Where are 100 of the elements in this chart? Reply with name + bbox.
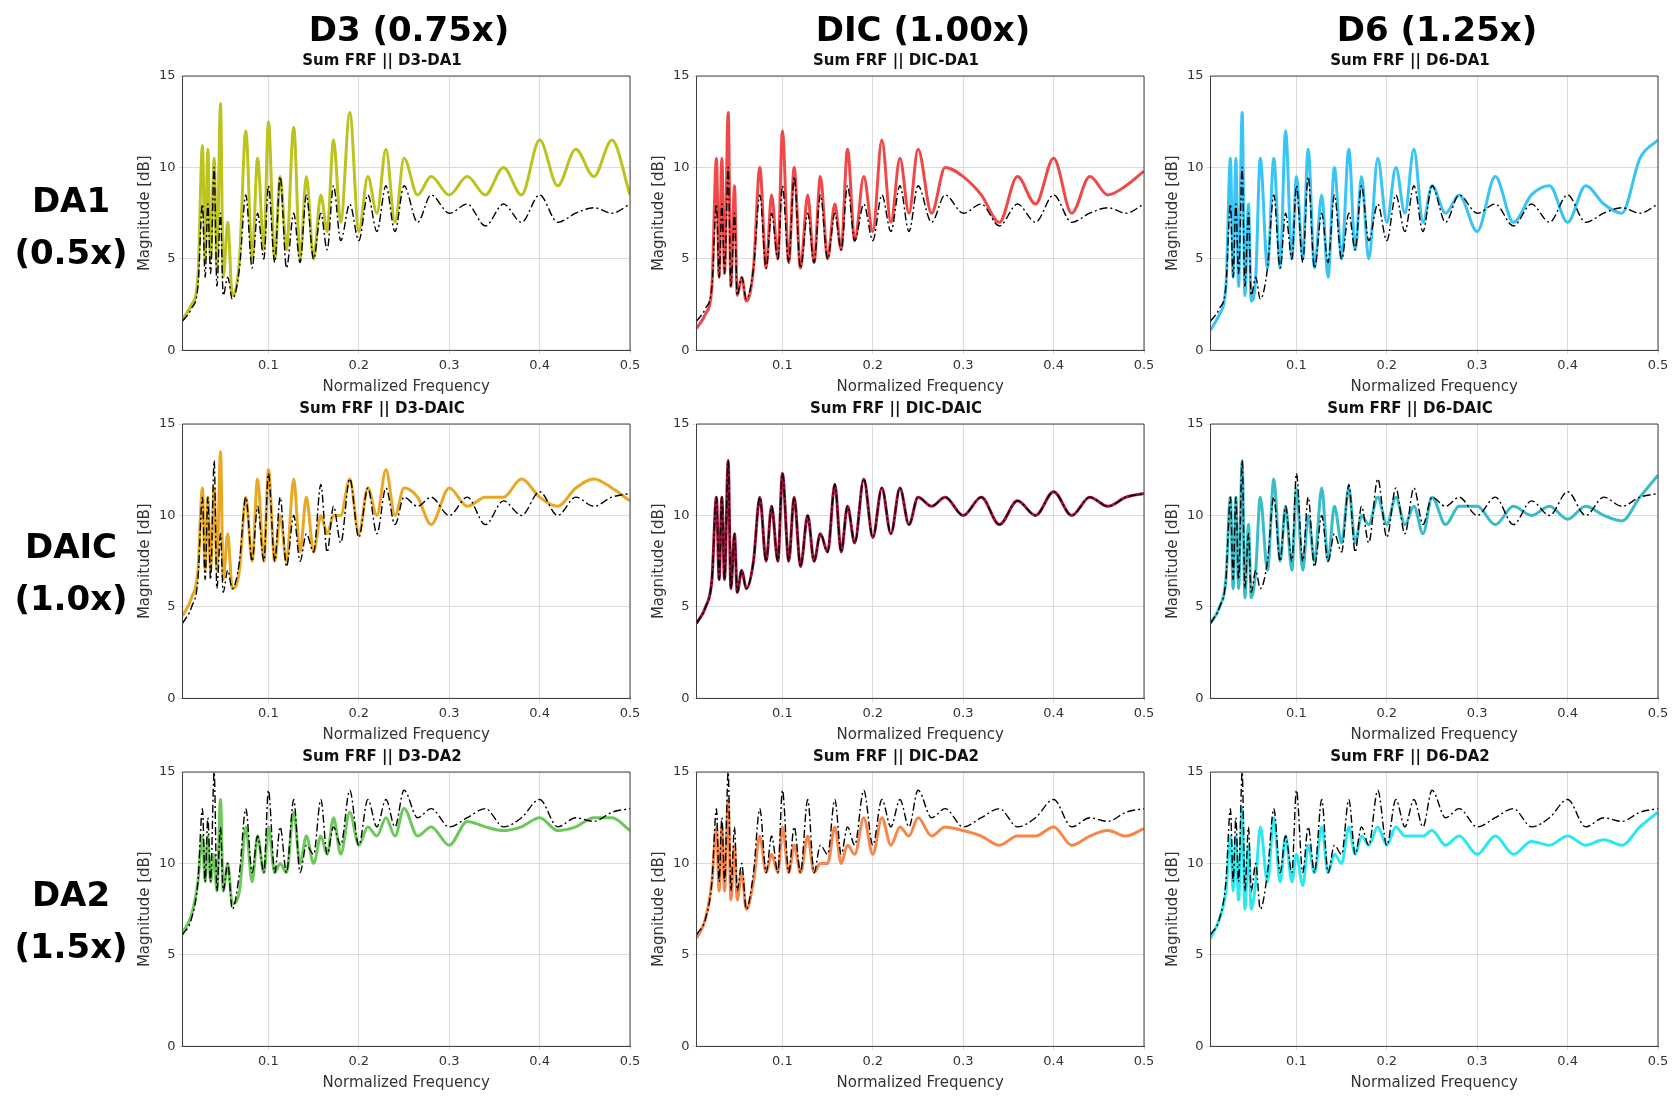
y-tick-label: 10 bbox=[673, 854, 690, 870]
x-tick-label: 0.1 bbox=[772, 1052, 793, 1068]
y-tick-label: 15 bbox=[673, 67, 690, 83]
x-axis-title: Normalized Frequency bbox=[1350, 376, 1519, 395]
y-tick-label: 5 bbox=[1195, 598, 1204, 614]
y-tick-label: 5 bbox=[167, 598, 176, 614]
x-tick-label: 0.4 bbox=[1557, 704, 1578, 720]
x-tick-label: 0.1 bbox=[1286, 356, 1307, 372]
x-axis-title: Normalized Frequency bbox=[836, 376, 1005, 395]
y-tick-label: 15 bbox=[159, 763, 176, 779]
x-tick-label: 0.2 bbox=[862, 356, 884, 372]
y-tick-label: 10 bbox=[159, 158, 176, 174]
x-tick-label: 0.1 bbox=[258, 1052, 279, 1068]
chart-title: Sum FRF || DIC-DAIC bbox=[809, 398, 983, 418]
x-tick-label: 0.1 bbox=[1286, 704, 1307, 720]
x-tick-label: 0.5 bbox=[619, 356, 641, 372]
x-tick-label: 0.3 bbox=[952, 356, 974, 372]
chart-title: Sum FRF || D3-DAIC bbox=[299, 398, 465, 418]
x-tick-label: 0.2 bbox=[1376, 1052, 1398, 1068]
x-axis-title: Normalized Frequency bbox=[836, 724, 1005, 743]
x-tick-label: 0.4 bbox=[1043, 356, 1064, 372]
y-tick-label: 10 bbox=[159, 506, 176, 522]
x-tick-label: 0.3 bbox=[438, 356, 460, 372]
y-tick-label: 15 bbox=[159, 67, 176, 83]
x-tick-label: 0.2 bbox=[1376, 356, 1398, 372]
x-tick-label: 0.5 bbox=[619, 704, 641, 720]
x-tick-label: 0.4 bbox=[529, 1052, 550, 1068]
chart-title: Sum FRF || D3-DA1 bbox=[302, 50, 462, 70]
y-axis-title: Magnitude [dB] bbox=[648, 503, 667, 620]
y-tick-label: 0 bbox=[681, 341, 690, 357]
y-axis-title: Magnitude [dB] bbox=[648, 155, 667, 272]
y-tick-label: 15 bbox=[673, 415, 690, 431]
x-tick-label: 0.4 bbox=[1557, 1052, 1578, 1068]
text: D3 (0.75x) bbox=[307, 8, 510, 50]
x-tick-label: 0.2 bbox=[348, 1052, 370, 1068]
y-tick-label: 10 bbox=[673, 506, 690, 522]
x-tick-label: 0.1 bbox=[258, 704, 279, 720]
x-tick-label: 0.5 bbox=[1133, 1052, 1155, 1068]
y-axis-title: Magnitude [dB] bbox=[134, 155, 153, 272]
x-tick-label: 0.4 bbox=[1557, 356, 1578, 372]
y-tick-label: 15 bbox=[1187, 763, 1204, 779]
y-tick-label: 10 bbox=[673, 158, 690, 174]
chart-title: Sum FRF || D3-DA2 bbox=[302, 746, 462, 766]
x-tick-label: 0.2 bbox=[862, 704, 884, 720]
x-tick-label: 0.2 bbox=[348, 704, 370, 720]
chart-title: Sum FRF || D6-DA2 bbox=[1330, 746, 1490, 766]
x-tick-label: 0.3 bbox=[438, 1052, 460, 1068]
y-tick-label: 15 bbox=[159, 415, 176, 431]
text: DIC (1.00x) bbox=[814, 8, 1031, 50]
x-tick-label: 0.2 bbox=[862, 1052, 884, 1068]
x-axis-title: Normalized Frequency bbox=[836, 1072, 1005, 1091]
y-axis-title: Magnitude [dB] bbox=[134, 851, 153, 968]
y-tick-label: 10 bbox=[1187, 506, 1204, 522]
x-tick-label: 0.1 bbox=[1286, 1052, 1307, 1068]
x-axis-title: Normalized Frequency bbox=[322, 376, 491, 395]
chart-title: Sum FRF || DIC-DA2 bbox=[813, 746, 979, 766]
y-tick-label: 10 bbox=[159, 854, 176, 870]
text: DA2 (1.5x) bbox=[13, 873, 129, 968]
x-tick-label: 0.1 bbox=[772, 704, 793, 720]
y-axis-title: Magnitude [dB] bbox=[1162, 851, 1181, 968]
x-tick-label: 0.4 bbox=[529, 356, 550, 372]
x-axis-title: Normalized Frequency bbox=[322, 724, 491, 743]
y-tick-label: 0 bbox=[1195, 689, 1204, 705]
x-tick-label: 0.5 bbox=[1647, 1052, 1669, 1068]
x-tick-label: 0.2 bbox=[1376, 704, 1398, 720]
y-tick-label: 5 bbox=[681, 598, 690, 614]
y-tick-label: 5 bbox=[1195, 250, 1204, 266]
y-tick-label: 0 bbox=[1195, 1037, 1204, 1053]
text: DAIC (1.0x) bbox=[13, 525, 129, 620]
y-tick-label: 0 bbox=[681, 689, 690, 705]
y-tick-label: 0 bbox=[681, 1037, 690, 1053]
x-tick-label: 0.4 bbox=[529, 704, 550, 720]
x-tick-label: 0.3 bbox=[1466, 704, 1488, 720]
x-tick-label: 0.3 bbox=[952, 704, 974, 720]
chart-title: Sum FRF || D6-DA1 bbox=[1330, 50, 1490, 70]
y-tick-label: 10 bbox=[1187, 854, 1204, 870]
y-axis-title: Magnitude [dB] bbox=[1162, 155, 1181, 272]
x-tick-label: 0.3 bbox=[952, 1052, 974, 1068]
x-axis-title: Normalized Frequency bbox=[1350, 1072, 1519, 1091]
y-tick-label: 5 bbox=[167, 946, 176, 962]
x-tick-label: 0.3 bbox=[1466, 356, 1488, 372]
y-tick-label: 0 bbox=[167, 1037, 176, 1053]
x-tick-label: 0.5 bbox=[619, 1052, 641, 1068]
x-tick-label: 0.5 bbox=[1133, 704, 1155, 720]
y-tick-label: 5 bbox=[1195, 946, 1204, 962]
y-axis-title: Magnitude [dB] bbox=[1162, 503, 1181, 620]
x-tick-label: 0.1 bbox=[258, 356, 279, 372]
y-tick-label: 15 bbox=[1187, 415, 1204, 431]
y-axis-title: Magnitude [dB] bbox=[648, 851, 667, 968]
x-tick-label: 0.5 bbox=[1647, 704, 1669, 720]
text: DA1 (0.5x) bbox=[13, 178, 129, 274]
x-axis-title: Normalized Frequency bbox=[1350, 724, 1519, 743]
text: D6 (1.25x) bbox=[1335, 8, 1538, 50]
x-tick-label: 0.1 bbox=[772, 356, 793, 372]
y-tick-label: 0 bbox=[167, 341, 176, 357]
y-tick-label: 0 bbox=[167, 689, 176, 705]
x-tick-label: 0.4 bbox=[1043, 1052, 1064, 1068]
x-tick-label: 0.2 bbox=[348, 356, 370, 372]
chart-title: Sum FRF || DIC-DA1 bbox=[813, 50, 979, 70]
y-tick-label: 5 bbox=[681, 250, 690, 266]
